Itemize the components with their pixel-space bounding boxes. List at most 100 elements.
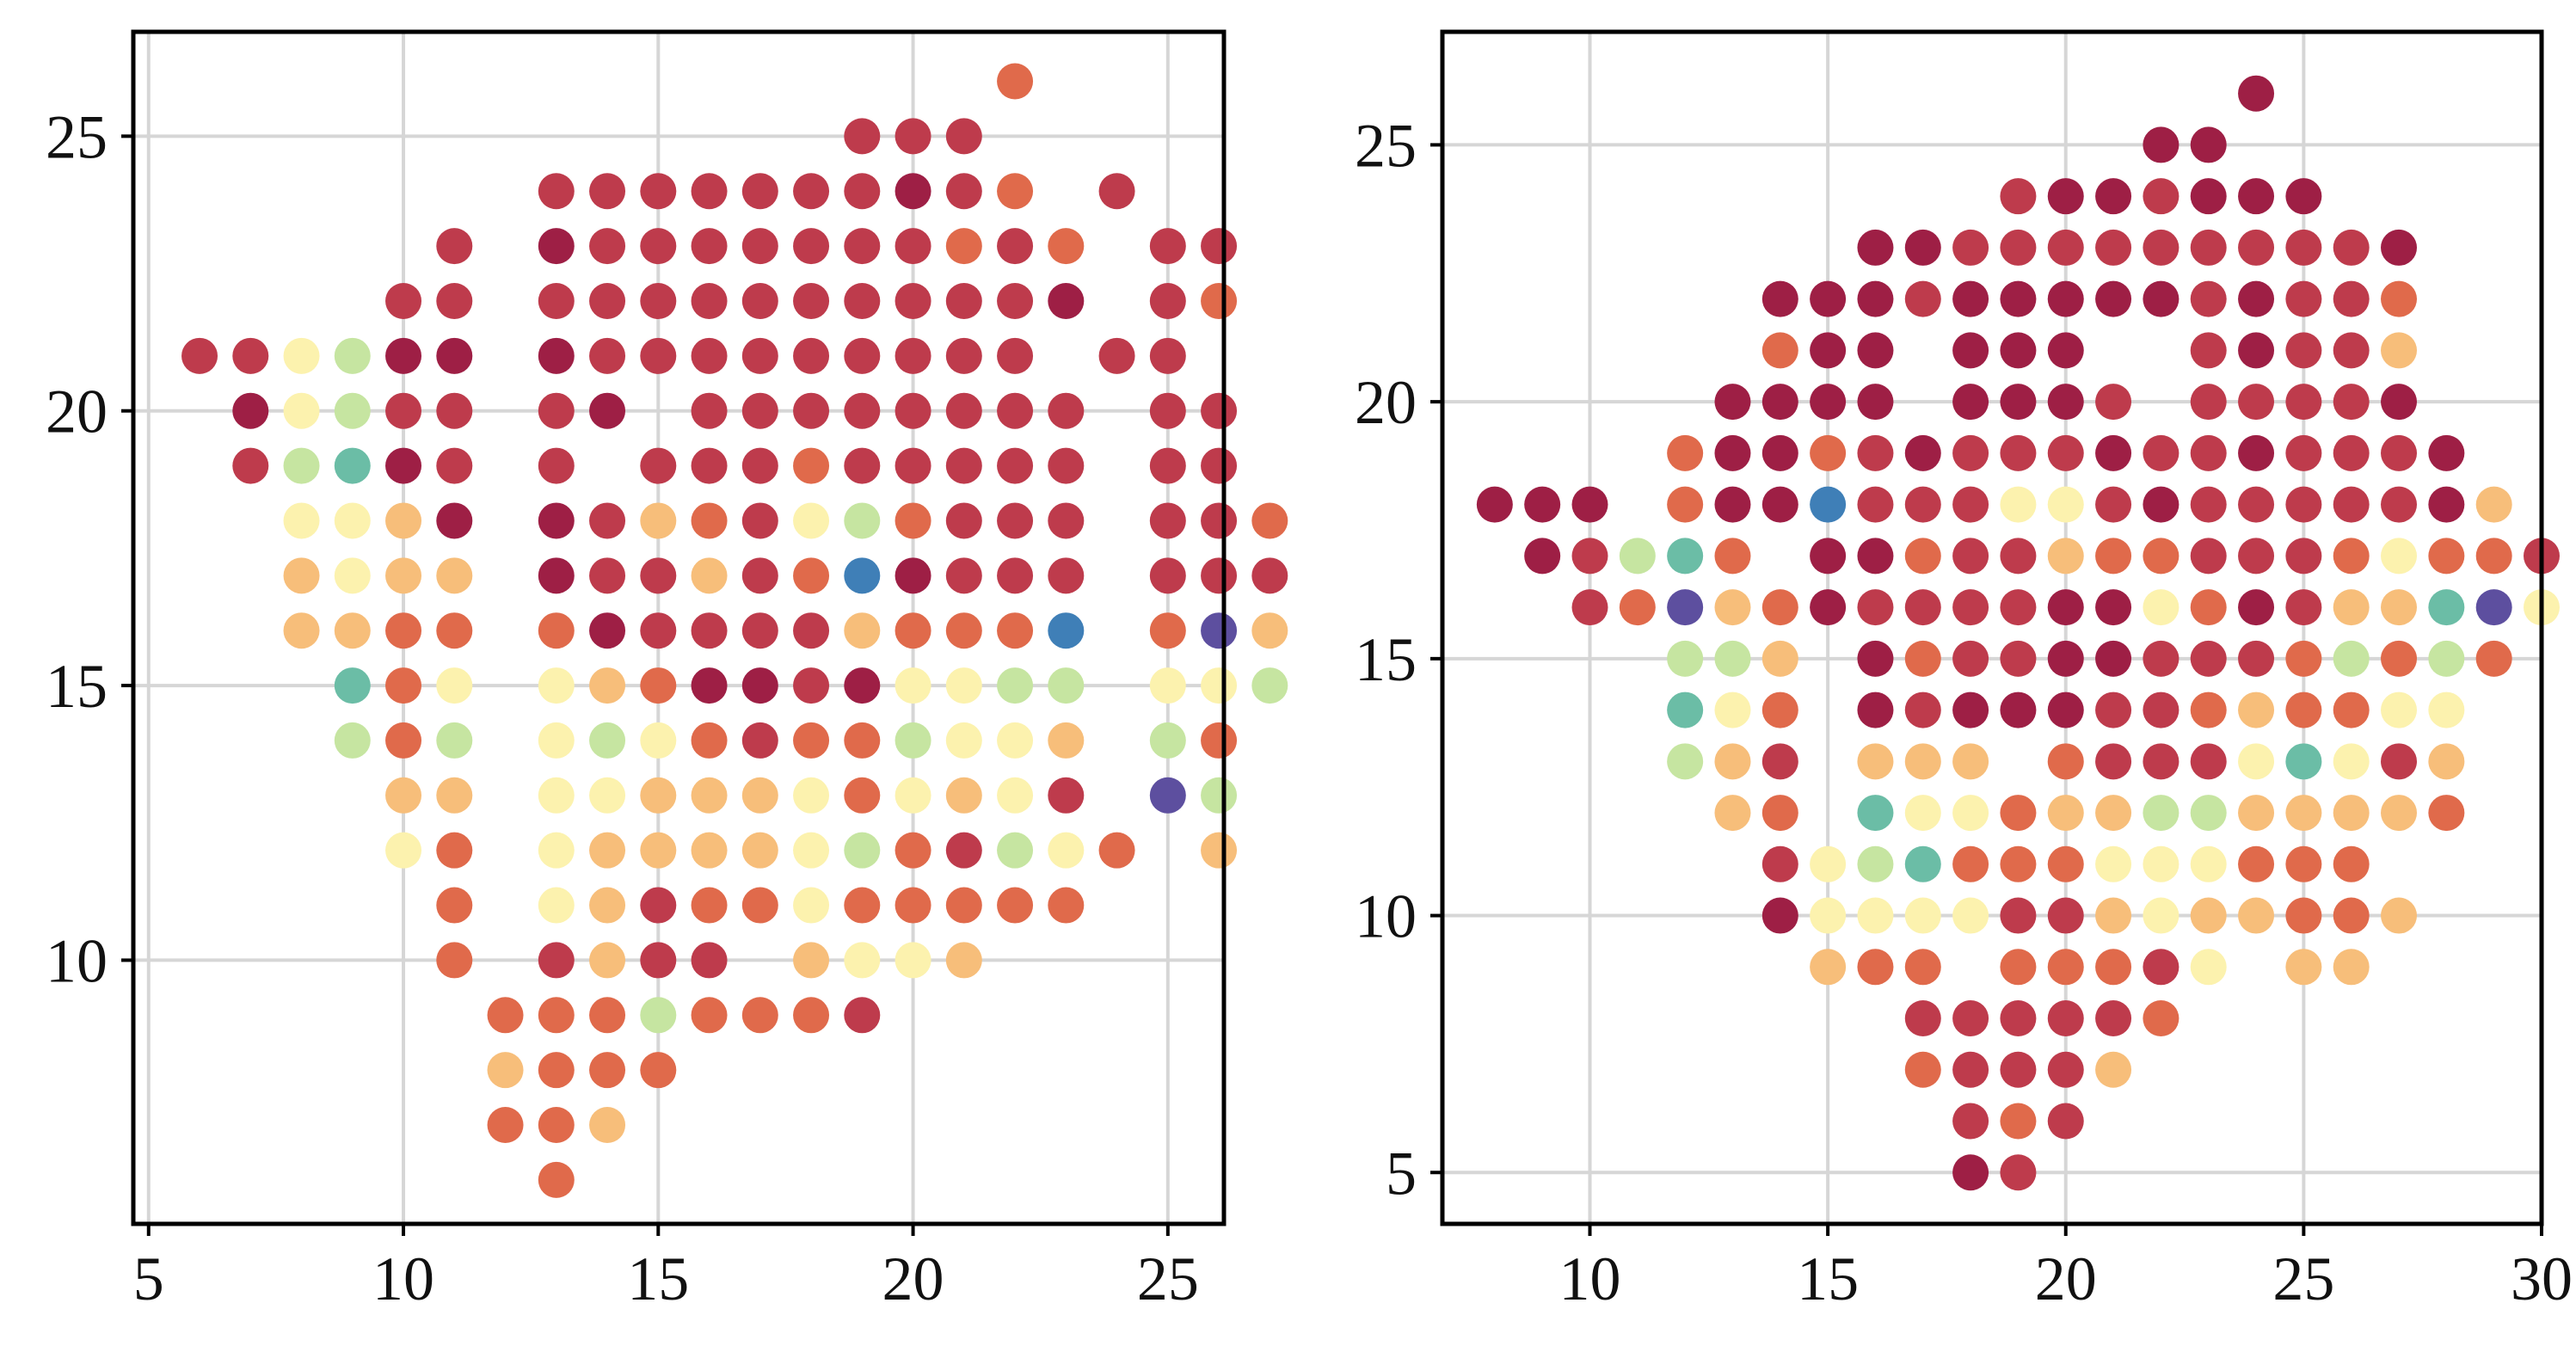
- scatter-point: [2143, 486, 2179, 523]
- scatter-point: [2143, 949, 2179, 986]
- scatter-point: [691, 447, 728, 484]
- scatter-point: [640, 447, 677, 484]
- scatter-point: [1857, 897, 1894, 934]
- scatter-point: [741, 887, 778, 924]
- scatter-point: [844, 942, 881, 979]
- scatter-point: [1952, 1051, 1989, 1088]
- scatter-point: [2047, 178, 2084, 215]
- scatter-point: [945, 282, 982, 319]
- scatter-point: [2238, 434, 2275, 471]
- scatter-point: [1904, 691, 1941, 728]
- scatter-point: [2238, 691, 2275, 728]
- scatter-point: [283, 337, 320, 374]
- scatter-point: [945, 612, 982, 649]
- scatter-point: [385, 612, 422, 649]
- scatter-point: [589, 942, 626, 979]
- scatter-point: [2333, 691, 2370, 728]
- scatter-point: [1048, 557, 1085, 594]
- scatter-point: [2143, 126, 2179, 163]
- x-tick-label: 10: [1559, 1245, 1621, 1313]
- scatter-point: [2333, 280, 2370, 317]
- scatter-point: [1952, 538, 1989, 575]
- scatter-point: [2143, 845, 2179, 882]
- scatter-point: [741, 337, 778, 374]
- scatter-point: [2095, 538, 2132, 575]
- x-tick-label: 20: [2035, 1245, 2097, 1313]
- y-tick-label: 20: [1355, 368, 1417, 437]
- scatter-point: [589, 777, 626, 814]
- scatter-point: [1904, 845, 1941, 882]
- scatter-point: [2475, 486, 2512, 523]
- scatter-point: [232, 447, 269, 484]
- scatter-point: [2047, 384, 2084, 421]
- scatter-point: [895, 777, 931, 814]
- scatter-point: [1714, 743, 1751, 780]
- scatter-point: [1149, 337, 1186, 374]
- scatter-point: [2047, 743, 2084, 780]
- scatter-point: [895, 942, 931, 979]
- scatter-point: [2047, 589, 2084, 626]
- scatter-point: [2381, 589, 2418, 626]
- scatter-point: [1904, 486, 1941, 523]
- scatter-point: [2190, 384, 2227, 421]
- scatter-point: [2143, 229, 2179, 266]
- scatter-point: [2095, 640, 2132, 677]
- scatter-point: [793, 887, 830, 924]
- scatter-point: [1149, 392, 1186, 429]
- scatter-point: [1201, 392, 1238, 429]
- scatter-point: [895, 228, 931, 265]
- scatter-point: [741, 667, 778, 704]
- scatter-point: [997, 282, 1034, 319]
- scatter-point: [2190, 845, 2227, 882]
- scatter-point: [793, 282, 830, 319]
- scatter-point: [283, 557, 320, 594]
- scatter-point: [436, 557, 473, 594]
- scatter-point: [538, 337, 575, 374]
- scatter-point: [1149, 447, 1186, 484]
- scatter-point: [895, 667, 931, 704]
- scatter-point: [385, 282, 422, 319]
- scatter-point: [741, 282, 778, 319]
- x-tick-label: 20: [882, 1245, 944, 1313]
- scatter-point: [2285, 332, 2322, 369]
- scatter-point: [1810, 845, 1847, 882]
- scatter-point: [1952, 691, 1989, 728]
- scatter-point: [2333, 384, 2370, 421]
- scatter-point: [2428, 691, 2465, 728]
- scatter-point: [2285, 229, 2322, 266]
- scatter-point: [1714, 691, 1751, 728]
- scatter-point: [1952, 1103, 1989, 1140]
- scatter-point: [334, 722, 371, 759]
- scatter-point: [2285, 691, 2322, 728]
- scatter-point: [385, 722, 422, 759]
- scatter-point: [1952, 486, 1989, 523]
- scatter-point: [283, 392, 320, 429]
- scatter-point: [2095, 1051, 2132, 1088]
- scatter-point: [2238, 486, 2275, 523]
- scatter-point: [2238, 280, 2275, 317]
- scatter-point: [2000, 589, 2037, 626]
- x-tick-label: 30: [2511, 1245, 2573, 1313]
- scatter-point: [1048, 722, 1085, 759]
- scatter-point: [2285, 280, 2322, 317]
- scatter-point: [1857, 280, 1894, 317]
- scatter-point: [1904, 897, 1941, 934]
- scatter-point: [589, 282, 626, 319]
- scatter-point: [844, 502, 881, 539]
- scatter-point: [2047, 640, 2084, 677]
- scatter-point: [1571, 589, 1608, 626]
- scatter-point: [945, 502, 982, 539]
- scatter-point: [2333, 434, 2370, 471]
- scatter-panel-left: 5 10 15 20 25 10 15 20 25: [46, 29, 1288, 1313]
- scatter-point: [640, 777, 677, 814]
- scatter-panel-right: 10 15 20 25 30 5 10 15 20 25: [1355, 29, 2573, 1313]
- scatter-point: [1857, 486, 1894, 523]
- scatter-point: [385, 447, 422, 484]
- scatter-point: [1201, 777, 1238, 814]
- scatter-point: [2000, 332, 2037, 369]
- scatter-point: [2285, 743, 2322, 780]
- scatter-point: [1952, 332, 1989, 369]
- scatter-point: [1761, 640, 1798, 677]
- scatter-point: [997, 392, 1034, 429]
- scatter-point: [741, 612, 778, 649]
